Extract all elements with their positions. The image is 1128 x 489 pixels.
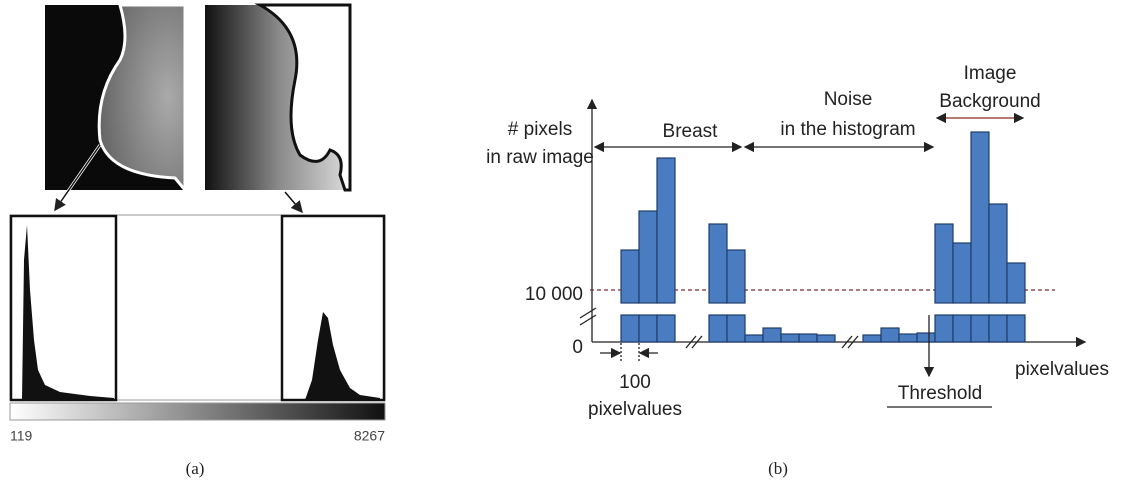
threshold-label: Threshold [898, 383, 983, 404]
caption: (a) [186, 459, 205, 478]
histogram-bars [620, 131, 1026, 343]
scale-min: 119 [10, 428, 33, 444]
background-label: Background [939, 91, 1040, 112]
bin-width-label: pixelvalues [588, 399, 682, 420]
scale-max: 8267 [354, 428, 385, 444]
x-axis-label: pixelvalues [1015, 359, 1109, 380]
y-tick-label: 10 000 [525, 284, 583, 305]
pointer-arrow [284, 191, 303, 214]
y-axis-label: # pixels [508, 119, 572, 140]
raw-image [45, 3, 187, 195]
bin-width-label: 100 [619, 372, 651, 393]
inverted-image [205, 3, 352, 192]
pointer-arrow [54, 144, 101, 212]
caption: (b) [768, 459, 788, 478]
breast-label: Breast [663, 121, 719, 142]
range-arrows [593, 112, 1025, 408]
histogram-panel [9, 214, 386, 421]
y-tick-label: 0 [572, 337, 583, 358]
noise-label: Noise [824, 89, 873, 110]
background-label: Image [964, 63, 1017, 84]
y-axis-label: in raw image [486, 147, 594, 168]
noise-label: in the histogram [780, 119, 915, 140]
